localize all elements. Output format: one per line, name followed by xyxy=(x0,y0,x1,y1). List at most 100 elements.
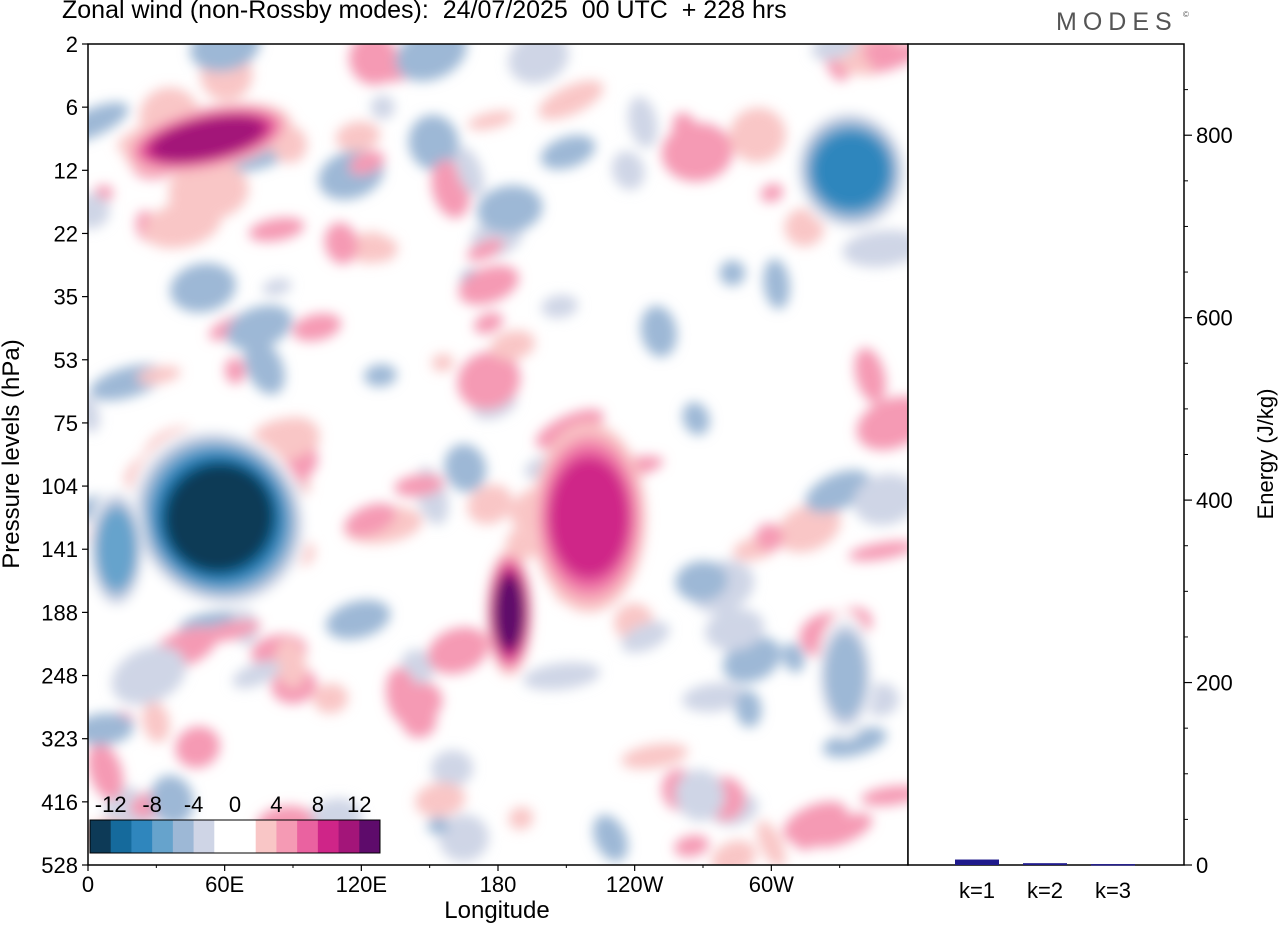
heatmap-plot xyxy=(88,44,908,865)
contour-patch xyxy=(593,814,628,862)
contour-patch xyxy=(455,146,485,197)
colorbar-swatch xyxy=(172,820,195,853)
contour-patch xyxy=(88,102,129,144)
contour-patch xyxy=(467,110,515,130)
contour-patch xyxy=(473,312,504,334)
chart-title: Zonal wind (non-Rossby modes): 24/07/202… xyxy=(62,0,787,24)
energy-category-label: k=2 xyxy=(1027,878,1063,903)
energy-bar xyxy=(1091,864,1135,866)
y-tick-label: 248 xyxy=(41,664,78,689)
y-axis-right: 0 200 400 600 800 xyxy=(1184,89,1233,878)
contour-patch xyxy=(729,107,786,163)
x-axis: 0 60E 120E 180 120W 60W xyxy=(82,865,841,897)
contour-patch xyxy=(856,396,908,451)
feature-strong-easterly-core xyxy=(129,426,309,609)
contour-patch xyxy=(344,503,396,537)
colorbar: -12 -8 -4 0 4 8 12 xyxy=(89,792,381,854)
contour-patch xyxy=(674,835,710,857)
contour-patch xyxy=(408,114,459,171)
contour-level xyxy=(824,632,867,719)
contour-patch xyxy=(842,229,908,268)
contour-patch xyxy=(136,366,181,385)
contour-patch xyxy=(854,348,886,403)
contour-patch xyxy=(224,357,246,384)
colorbar-swatch xyxy=(255,820,277,853)
contour-patch xyxy=(640,305,677,357)
contour-level xyxy=(494,576,525,649)
x-tick-label: 120E xyxy=(336,872,387,897)
contour-patch xyxy=(848,541,908,561)
contour-patch xyxy=(755,523,784,551)
contour-patch xyxy=(853,473,908,526)
contour-patch xyxy=(427,627,489,674)
wind-contours xyxy=(88,44,908,865)
contour-patch xyxy=(142,701,170,743)
colorbar-label: 0 xyxy=(229,792,241,817)
colorbar-swatch xyxy=(90,820,112,853)
colorbar-swatch xyxy=(359,820,381,853)
contour-patch xyxy=(370,95,395,120)
energy-category-label: k=3 xyxy=(1095,878,1131,903)
contour-patch xyxy=(363,364,397,387)
x-tick-label: 180 xyxy=(480,872,517,897)
contour-patch xyxy=(490,330,536,361)
y-tick-label: 416 xyxy=(41,790,78,815)
contour-patch xyxy=(711,840,757,865)
energy-bar xyxy=(955,859,999,865)
contour-patch xyxy=(190,44,261,72)
contour-patch xyxy=(415,782,466,818)
y-tick-label: 12 xyxy=(54,158,78,183)
contour-patch xyxy=(244,339,285,395)
contour-patch xyxy=(444,444,487,493)
contour-patch xyxy=(870,44,908,73)
contour-level xyxy=(96,509,137,590)
colorbar-label: 12 xyxy=(347,792,371,817)
x-tick-label: 60E xyxy=(205,872,244,897)
y-tick-label: 2 xyxy=(66,32,78,57)
x-tick-label: 0 xyxy=(82,872,94,897)
contour-patch xyxy=(313,683,349,714)
feature-upper-westerly xyxy=(123,103,292,175)
contour-patch xyxy=(756,820,786,865)
contour-patch xyxy=(324,222,359,265)
contour-patch xyxy=(628,96,658,148)
colorbar-swatch xyxy=(317,820,340,853)
contour-patch xyxy=(175,726,220,768)
contour-patch xyxy=(705,608,765,651)
y-tick-label: 104 xyxy=(41,474,78,499)
contour-patch xyxy=(476,185,543,233)
contour-patch xyxy=(349,44,398,85)
contour-patch xyxy=(508,806,534,830)
energy-tick-label: 600 xyxy=(1196,306,1233,331)
colorbar-swatch xyxy=(152,820,174,853)
contour-patch xyxy=(784,207,825,247)
contour-level xyxy=(812,132,890,209)
y-tick-label: 22 xyxy=(54,221,78,246)
energy-category-label: k=1 xyxy=(959,878,995,903)
y-tick-label: 6 xyxy=(66,95,78,120)
energy-bar xyxy=(1023,863,1067,865)
contour-patch xyxy=(439,814,489,862)
contour-patch xyxy=(811,813,873,848)
contour-patch xyxy=(248,217,305,242)
x-axis-label: Longitude xyxy=(444,897,550,924)
colorbar-swatch xyxy=(338,820,360,853)
feature-upper-easterly xyxy=(793,107,908,234)
contour-patch xyxy=(782,642,805,673)
contour-patch xyxy=(538,80,604,120)
y-tick-label: 35 xyxy=(54,285,78,310)
colorbar-swatch xyxy=(110,820,132,853)
x-tick-label: 120W xyxy=(606,872,664,897)
contour-patch xyxy=(776,503,841,553)
contour-patch xyxy=(170,263,236,313)
contour-patch xyxy=(111,646,187,705)
contour-patch xyxy=(431,750,474,787)
contour-patch xyxy=(369,237,398,262)
contour-patch xyxy=(427,816,450,835)
contour-patch xyxy=(88,743,124,801)
y-axis-label: Pressure levels (hPa) xyxy=(0,339,25,569)
colorbar-swatch xyxy=(214,820,236,853)
y-tick-label: 323 xyxy=(41,727,78,752)
energy-frame xyxy=(907,43,1185,866)
contour-level xyxy=(549,457,629,578)
